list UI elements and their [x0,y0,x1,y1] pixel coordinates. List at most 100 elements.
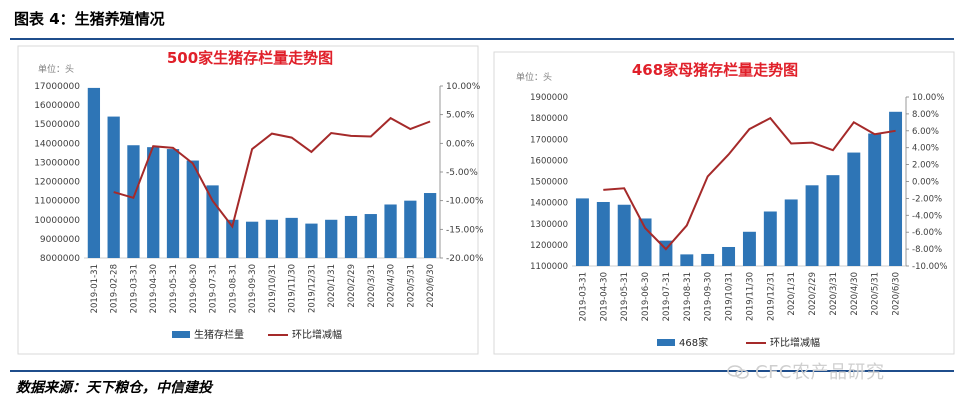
bar [847,152,861,266]
left-tick-label: 1700000 [530,135,568,145]
x-tick-label: 2019/11/30 [745,272,755,321]
left-tick-label: 14000000 [34,139,80,149]
bar [617,204,631,266]
x-tick-label: 2020/1/31 [787,272,797,316]
bar [701,253,715,266]
right-tick-label: -8.00% [912,245,942,255]
legend-bar-swatch [657,339,675,346]
bar [226,219,239,258]
bar [722,246,736,266]
x-tick-label: 2019-07-31 [662,272,672,321]
x-tick-label: 2019-07-31 [209,264,219,313]
left-tick-label: 1200000 [530,241,568,251]
x-tick-label: 2020/4/30 [387,264,397,308]
left-tick-label: 1400000 [530,199,568,209]
bar [364,214,377,258]
bar [265,219,279,258]
unit-label: 单位：头 [516,71,552,83]
right-tick-label: -6.00% [912,228,942,238]
x-tick-label: 2020/5/31 [406,264,416,308]
bar [245,221,259,258]
right-tick-label: 0.00% [446,139,475,149]
bar [889,111,903,266]
wechat-icon [727,365,749,379]
watermark-text: CFC农产品研究 [755,362,885,383]
series-line [113,116,431,229]
watermark: CFC农产品研究 [727,358,885,384]
left-tick-label: 13000000 [34,158,80,168]
x-tick-label: 2019-09-30 [248,264,258,313]
left-tick-label: 1900000 [530,93,568,103]
x-tick-label: 2019-06-30 [641,272,651,321]
x-tick-label: 2019/10/31 [725,272,735,321]
right-tick-label: -10.00% [446,197,484,207]
x-tick-label: 2019-01-31 [90,264,100,313]
right-tick-label: 10.00% [446,82,481,92]
legend-line-label: 环比增减幅 [770,336,820,349]
left-tick-label: 1500000 [530,178,568,188]
left-tick-label: 12000000 [34,178,80,188]
bar [805,185,819,266]
bar [87,87,101,259]
left-tick-label: 1300000 [530,220,568,230]
bar [826,175,840,266]
top-rule [10,38,954,40]
x-tick-label: 2019/12/31 [307,264,317,313]
left-tick-label: 10000000 [34,216,80,226]
bar [285,217,298,258]
bar [868,133,882,266]
x-tick-label: 2019/10/31 [268,264,278,313]
right-tick-label: 10.00% [912,93,944,103]
left-tick-label: 17000000 [34,82,80,92]
left-tick-label: 1100000 [530,262,568,272]
x-tick-label: 2019-08-31 [228,264,238,313]
bar [404,200,417,258]
bar [384,204,397,258]
left-tick-label: 1600000 [530,156,568,166]
bar [784,199,798,266]
right-tick-label: 0.00% [912,178,939,188]
x-tick-label: 2020/4/30 [850,272,860,316]
right-tick-label: -15.00% [446,225,484,235]
x-tick-label: 2019/12/31 [766,272,776,321]
right-tick-label: 8.00% [912,110,939,120]
x-tick-label: 2019-02-28 [110,264,120,313]
bar [166,149,180,258]
bar [325,219,338,258]
left-tick-label: 15000000 [34,120,80,130]
bar [147,147,160,258]
legend-line-label: 环比增减幅 [292,328,342,341]
x-tick-label: 2019-04-30 [149,264,159,313]
right-tick-label: 2.00% [912,161,939,171]
x-tick-label: 2020/6/30 [892,272,902,316]
right-tick-label: 6.00% [912,127,939,137]
bar [305,223,318,258]
bar [742,231,756,266]
x-tick-label: 2019-05-31 [169,264,179,313]
x-tick-label: 2020/2/29 [347,264,357,308]
x-tick-label: 2019-08-31 [683,272,693,321]
x-tick-label: 2019-03-31 [578,272,588,321]
x-tick-label: 2019-03-31 [129,264,139,313]
chart-title: 468家母猪存栏量走势图 [632,61,798,79]
left-tick-label: 8000000 [40,254,80,264]
figure-title: 图表 4：生猪养殖情况 [14,10,165,28]
right-tick-label: 5.00% [446,111,475,121]
bar [186,160,199,258]
bar [596,201,610,266]
bar [107,116,120,258]
x-tick-label: 2019/11/30 [288,264,298,313]
x-tick-label: 2019-04-30 [599,272,609,321]
x-tick-label: 2020/5/31 [871,272,881,316]
bar [127,145,140,258]
x-tick-label: 2020/6/30 [426,264,436,308]
x-tick-label: 2019-06-30 [189,264,199,313]
source-note: 数据来源：天下粮仓，中信建投 [16,380,212,396]
series-line [603,116,896,251]
right-tick-label: -2.00% [912,194,942,204]
bottom-rule [10,370,954,372]
x-tick-label: 2020/3/31 [829,272,839,316]
unit-label: 单位：头 [38,63,74,75]
chart-title: 500家生猪存栏量走势图 [167,49,333,67]
